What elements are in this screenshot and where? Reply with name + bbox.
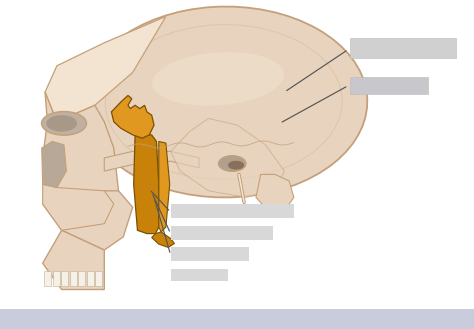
Bar <box>95 271 102 286</box>
Ellipse shape <box>228 160 245 170</box>
Polygon shape <box>256 174 294 211</box>
FancyBboxPatch shape <box>171 226 273 240</box>
Polygon shape <box>43 191 133 250</box>
Bar <box>78 271 85 286</box>
Polygon shape <box>134 135 159 234</box>
Polygon shape <box>43 230 104 290</box>
Bar <box>0 309 474 329</box>
Polygon shape <box>43 184 114 230</box>
Polygon shape <box>42 141 66 188</box>
Bar <box>61 271 68 286</box>
Bar <box>70 271 77 286</box>
Ellipse shape <box>42 112 86 135</box>
Polygon shape <box>111 95 154 138</box>
Polygon shape <box>171 118 284 197</box>
FancyBboxPatch shape <box>350 77 428 94</box>
Polygon shape <box>104 151 199 171</box>
Ellipse shape <box>83 7 367 197</box>
Ellipse shape <box>152 52 284 106</box>
Polygon shape <box>43 92 118 257</box>
Polygon shape <box>159 141 170 232</box>
FancyBboxPatch shape <box>171 247 249 261</box>
Ellipse shape <box>219 156 246 171</box>
Ellipse shape <box>46 115 77 132</box>
Bar <box>44 271 51 286</box>
FancyBboxPatch shape <box>171 204 294 218</box>
FancyBboxPatch shape <box>350 38 456 58</box>
FancyBboxPatch shape <box>171 269 228 281</box>
Bar <box>87 271 94 286</box>
Polygon shape <box>45 16 166 122</box>
Polygon shape <box>152 232 174 247</box>
Bar <box>53 271 60 286</box>
